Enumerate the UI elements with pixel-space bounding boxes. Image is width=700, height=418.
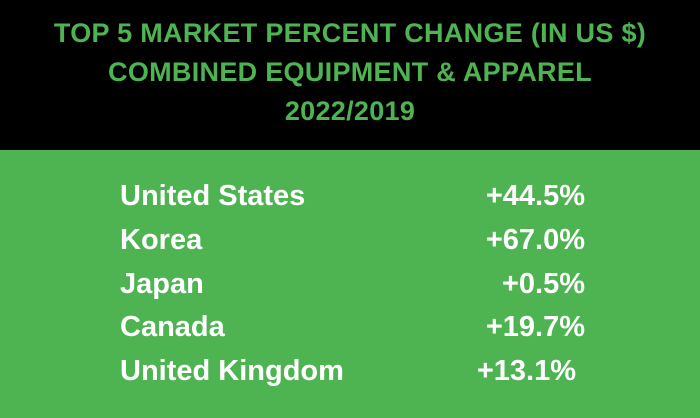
market-row: Korea +67.0% xyxy=(120,220,585,260)
header-banner: TOP 5 MARKET PERCENT CHANGE (IN US $) CO… xyxy=(0,0,700,150)
market-row: Japan +0.5% xyxy=(120,264,585,304)
percent-change: +67.0% xyxy=(485,224,585,256)
country-name: Korea xyxy=(120,224,203,256)
title-line-2: COMBINED EQUIPMENT & APPAREL xyxy=(108,57,592,87)
country-name: Japan xyxy=(120,268,204,300)
market-row: Canada +19.7% xyxy=(120,307,585,347)
percent-change: +44.5% xyxy=(485,180,585,212)
market-row: United States +44.5% xyxy=(120,176,585,216)
market-list-panel: United States +44.5% Korea +67.0% Japan … xyxy=(0,150,700,418)
percent-change: +0.5% xyxy=(501,268,585,300)
title-line-3: 2022/2019 xyxy=(284,96,416,126)
percent-change: +13.1% xyxy=(476,355,576,387)
country-name: United States xyxy=(120,180,306,212)
country-name: Canada xyxy=(120,311,225,343)
market-row: United Kingdom +13.1% xyxy=(120,351,585,391)
title-line-1: TOP 5 MARKET PERCENT CHANGE (IN US $) xyxy=(53,18,647,48)
percent-change: +19.7% xyxy=(485,311,585,343)
country-name: United Kingdom xyxy=(120,355,344,387)
